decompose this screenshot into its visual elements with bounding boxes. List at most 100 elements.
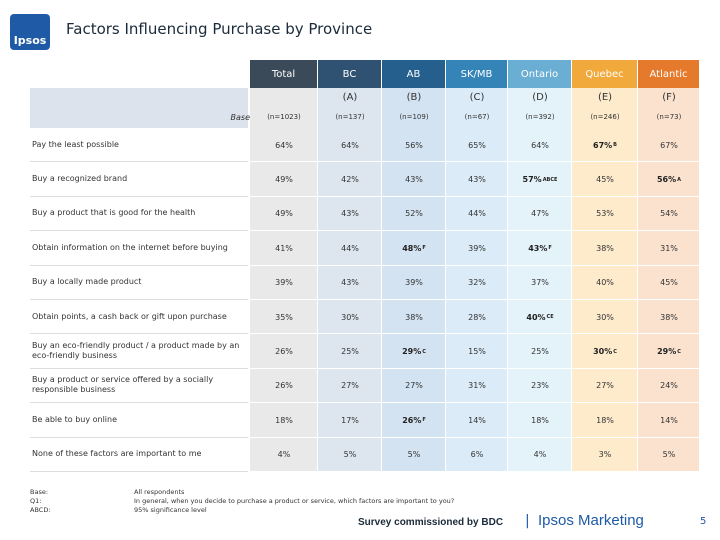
value-cell: 27%	[318, 369, 382, 403]
value: 57%	[522, 175, 542, 185]
value-cell: 29% C	[382, 334, 446, 368]
value: 27%	[341, 381, 359, 391]
value-cell: 56%	[382, 128, 446, 162]
value: 4%	[533, 450, 547, 460]
value-cell: 52%	[382, 197, 446, 231]
value: 5%	[662, 450, 676, 460]
value-cell: 64%	[508, 128, 572, 162]
note-text: All respondents	[134, 488, 185, 496]
value-cell: 39%	[382, 266, 446, 300]
value-cell: 26%	[250, 334, 318, 368]
value: 27%	[596, 381, 614, 391]
column-header: Quebec	[572, 60, 638, 88]
row-label: Buy a product or service offered by a so…	[30, 369, 248, 404]
value-cell: 26%	[250, 369, 318, 403]
value: 53%	[596, 209, 614, 219]
value-cell: 39%	[250, 266, 318, 300]
value: 26%	[275, 347, 293, 357]
value: 30%	[341, 312, 359, 322]
value-cell: 42%	[318, 162, 382, 196]
value: 45%	[596, 175, 614, 185]
column-letter: (B)	[406, 91, 422, 103]
value-cell: 29% C	[638, 334, 700, 368]
value-cell: 49%	[250, 197, 318, 231]
value-cell: 54%	[638, 197, 700, 231]
value: 52%	[405, 209, 423, 219]
value-cell: 4%	[508, 438, 572, 472]
column-body	[508, 88, 572, 472]
credit: Survey commissioned by BDC	[358, 517, 504, 528]
row-label: Obtain points, a cash back or gift upon …	[30, 300, 248, 335]
row-label: Buy a recognized brand	[30, 162, 248, 197]
value-cell: 30%	[572, 300, 638, 334]
base-count: (n=73)	[656, 113, 682, 121]
value-cell: 31%	[446, 369, 508, 403]
separator: |	[525, 513, 530, 529]
value: 15%	[468, 347, 486, 357]
column-header: Atlantic	[638, 60, 700, 88]
value-cell: 5%	[318, 438, 382, 472]
value: 17%	[341, 415, 359, 425]
value: 6%	[470, 450, 484, 460]
value-cell: 38%	[382, 300, 446, 334]
value: 4%	[277, 450, 291, 460]
value-cell: 28%	[446, 300, 508, 334]
column-header: Total	[250, 60, 318, 88]
value-cell: 4%	[250, 438, 318, 472]
base-count: (n=1023)	[267, 113, 301, 121]
value: 44%	[468, 209, 486, 219]
value-cell: 38%	[572, 231, 638, 265]
significance: ABCE	[542, 176, 558, 183]
base-count: (n=246)	[590, 113, 620, 121]
row-label: Buy a locally made product	[30, 266, 248, 300]
value: 39%	[275, 278, 293, 288]
value: 38%	[660, 312, 678, 322]
value: 18%	[531, 415, 549, 425]
value-cell: 67% B	[572, 128, 638, 162]
value-cell: 53%	[572, 197, 638, 231]
base-count: (n=137)	[335, 113, 365, 121]
value: 31%	[660, 243, 678, 253]
value: 5%	[407, 450, 421, 460]
value-cell: 30% C	[572, 334, 638, 368]
value-cell: 27%	[382, 369, 446, 403]
value: 31%	[468, 381, 486, 391]
value-cell: 6%	[446, 438, 508, 472]
value-cell: 65%	[446, 128, 508, 162]
header-band	[30, 106, 248, 128]
value-cell: 24%	[638, 369, 700, 403]
value-cell: 43%	[446, 162, 508, 196]
value-cell: 37%	[508, 266, 572, 300]
value-cell: 14%	[446, 403, 508, 437]
value: 39%	[468, 243, 486, 253]
value-cell: 39%	[446, 231, 508, 265]
value-cell: 5%	[638, 438, 700, 472]
row-line	[250, 367, 700, 369]
significance: C	[422, 348, 426, 355]
value-cell: 17%	[318, 403, 382, 437]
value: 14%	[468, 415, 486, 425]
value-cell: 14%	[638, 403, 700, 437]
value-cell: 27%	[572, 369, 638, 403]
base-label: Base	[230, 112, 250, 122]
page-number: 5	[700, 516, 707, 527]
value-cell: 38%	[638, 300, 700, 334]
column-header: Ontario	[508, 60, 572, 88]
row-line	[250, 471, 700, 472]
value: 3%	[598, 450, 612, 460]
value: 40%	[526, 312, 546, 322]
row-line	[250, 230, 700, 232]
base-count: (n=67)	[464, 113, 490, 121]
value: 30%	[596, 312, 614, 322]
column-header: AB	[382, 60, 446, 88]
value: 14%	[660, 415, 678, 425]
column-body	[638, 88, 700, 472]
value: 24%	[660, 381, 678, 391]
value: 64%	[275, 140, 293, 150]
value: 23%	[531, 381, 549, 391]
significance: F	[548, 245, 552, 252]
row-line	[250, 299, 700, 300]
title: Factors Influencing Purchase by Province	[66, 20, 373, 38]
value: 37%	[531, 278, 549, 288]
column-letter: (D)	[532, 91, 548, 103]
